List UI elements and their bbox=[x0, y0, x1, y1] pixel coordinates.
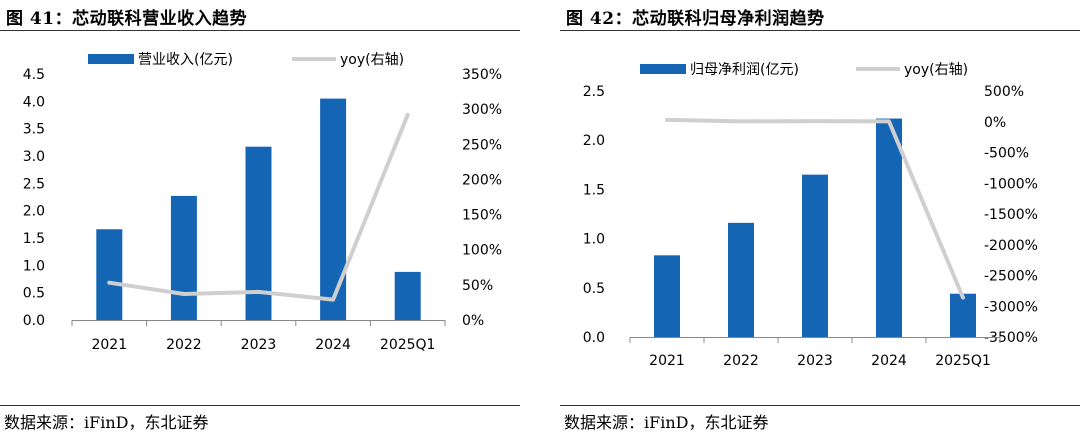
y2-tick-label: 350% bbox=[462, 67, 502, 83]
figure-title: 图 42：芯动联科归母净利润趋势 bbox=[566, 9, 825, 29]
bar bbox=[802, 174, 828, 337]
bar bbox=[950, 293, 976, 337]
figure-title: 图 41：芯动联科营业收入趋势 bbox=[6, 9, 248, 29]
y2-tick-label: -3500% bbox=[984, 330, 1038, 346]
y-tick-label: 3.0 bbox=[23, 149, 45, 165]
source-rule bbox=[0, 405, 520, 406]
title-rule bbox=[560, 30, 1080, 31]
y-tick-label: 0.5 bbox=[583, 281, 605, 297]
right-panel: 图 42：芯动联科归母净利润趋势 0.0 0.5 1.0 1.5 2.0 2.5 -3500… bbox=[560, 0, 1080, 435]
y2-tick-label: 200% bbox=[462, 172, 502, 188]
y2-tick-label: 150% bbox=[462, 208, 502, 224]
source-note: 数据来源：iFinD，东北证券 bbox=[4, 413, 209, 432]
source-rule bbox=[560, 405, 1080, 406]
y-tick-label: 1.0 bbox=[23, 258, 45, 274]
x-tick-label: 2023 bbox=[241, 337, 277, 353]
x-tick-label: 2023 bbox=[797, 353, 833, 369]
y-tick-label: 2.5 bbox=[583, 84, 605, 100]
title-rule bbox=[0, 30, 520, 31]
bar bbox=[170, 195, 197, 320]
y-tick-label: 4.5 bbox=[23, 67, 45, 83]
bar bbox=[320, 98, 347, 320]
y-tick-label: 1.0 bbox=[583, 232, 605, 248]
y2-tick-label: 300% bbox=[462, 102, 502, 118]
y2-tick-label: -1000% bbox=[984, 176, 1038, 192]
x-tick-label: 2021 bbox=[91, 337, 127, 353]
y-tick-label: 0.0 bbox=[23, 313, 45, 329]
y-tick-label: 0.0 bbox=[583, 330, 605, 346]
legend-bar-label: 营业收入(亿元) bbox=[138, 52, 233, 68]
bar bbox=[96, 229, 123, 320]
y2-tick-label: 500% bbox=[984, 84, 1024, 100]
y2-tick-label: -1500% bbox=[984, 207, 1038, 223]
revenue-chart: 0.0 0.5 1.0 1.5 2.0 2.5 3.0 3.5 4.0 4.5 0% 50% 100% 1… bbox=[23, 52, 502, 353]
x-tick-label: 2025Q1 bbox=[380, 337, 436, 353]
y-tick-label: 1.5 bbox=[23, 231, 45, 247]
y-tick-label: 1.5 bbox=[583, 182, 605, 198]
bar bbox=[654, 255, 680, 337]
x-tick-label: 2024 bbox=[871, 353, 907, 369]
y2-tick-label: -2000% bbox=[984, 238, 1038, 254]
y2-tick-label: 0% bbox=[984, 115, 1006, 131]
bar bbox=[876, 118, 902, 337]
source-note: 数据来源：iFinD，东北证券 bbox=[564, 413, 769, 432]
left-panel: 图 41：芯动联科营业收入趋势 0.0 0.5 1.0 1.5 2.0 2.5 3.0 3.5… bbox=[0, 0, 520, 435]
y2-tick-label: 250% bbox=[462, 137, 502, 153]
legend-bar-swatch bbox=[88, 54, 134, 64]
y2-tick-label: -2500% bbox=[984, 269, 1038, 285]
bar bbox=[394, 271, 421, 320]
x-tick-label: 2022 bbox=[166, 337, 202, 353]
y-tick-label: 2.0 bbox=[583, 133, 605, 149]
net-profit-chart: 0.0 0.5 1.0 1.5 2.0 2.5 -3500% -3000% -2500% -200… bbox=[583, 61, 1038, 369]
y-tick-label: 0.5 bbox=[23, 286, 45, 302]
y-tick-label: 2.0 bbox=[23, 204, 45, 220]
y2-tick-label: 50% bbox=[462, 278, 493, 294]
legend-bar-label: 归母净利润(亿元) bbox=[690, 61, 799, 78]
y-tick-label: 4.0 bbox=[23, 94, 45, 110]
legend-bar-swatch bbox=[640, 64, 686, 74]
x-tick-label: 2024 bbox=[315, 337, 351, 353]
y2-tick-label: 100% bbox=[462, 243, 502, 259]
y2-tick-label: 0% bbox=[462, 313, 484, 329]
x-tick-label: 2022 bbox=[723, 353, 759, 369]
y2-tick-label: -3000% bbox=[984, 299, 1038, 315]
x-tick-label: 2021 bbox=[649, 353, 685, 369]
y2-tick-label: -500% bbox=[984, 146, 1029, 162]
legend-line-label: yoy(右轴) bbox=[340, 52, 404, 68]
bar bbox=[728, 222, 754, 337]
y-tick-label: 2.5 bbox=[23, 176, 45, 192]
legend-line-label: yoy(右轴) bbox=[904, 62, 968, 78]
x-tick-label: 2025Q1 bbox=[935, 353, 991, 369]
y-tick-label: 3.5 bbox=[23, 122, 45, 138]
